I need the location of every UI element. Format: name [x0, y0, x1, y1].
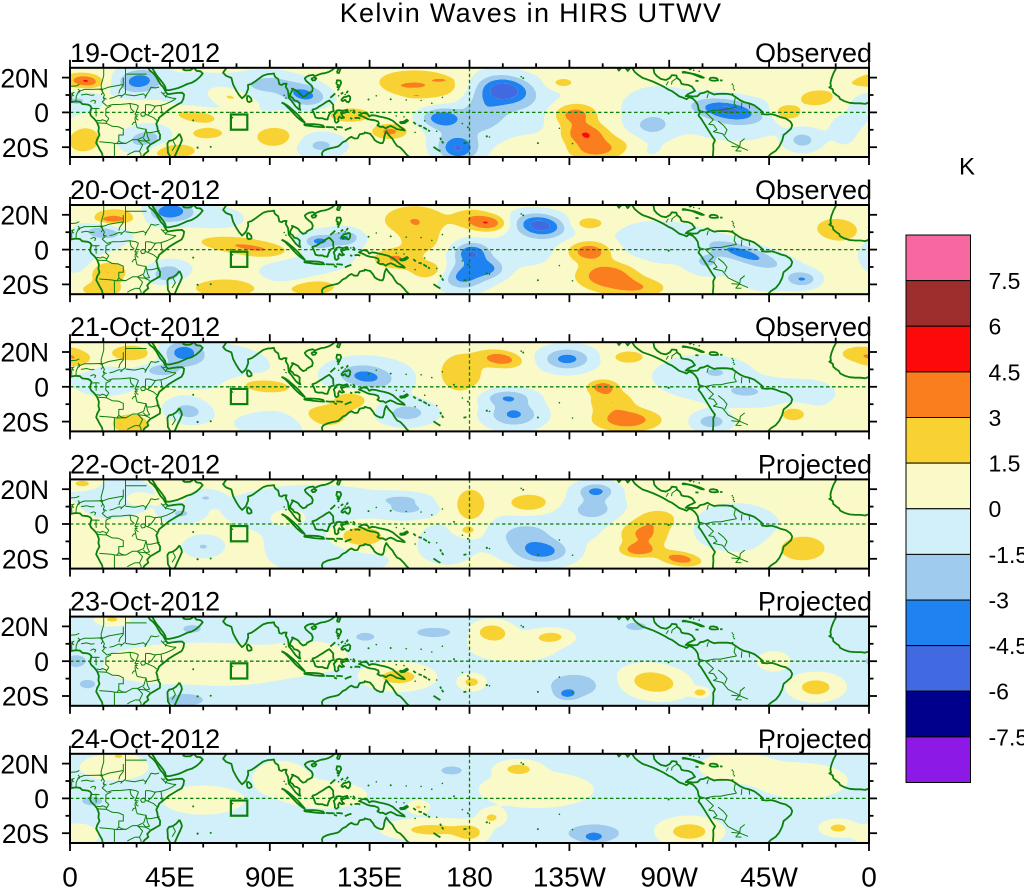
svg-text:20N: 20N	[0, 63, 49, 93]
svg-text:20S: 20S	[2, 545, 49, 575]
svg-text:-6: -6	[989, 679, 1009, 705]
svg-text:0: 0	[34, 647, 49, 677]
svg-text:K: K	[959, 154, 975, 181]
svg-text:Projected: Projected	[758, 724, 872, 754]
svg-text:180: 180	[446, 862, 493, 888]
svg-text:0: 0	[861, 862, 877, 888]
svg-text:-3: -3	[989, 587, 1009, 613]
svg-text:7.5: 7.5	[989, 268, 1021, 294]
svg-text:19-Oct-2012: 19-Oct-2012	[70, 38, 220, 68]
svg-text:20N: 20N	[0, 201, 49, 231]
svg-text:20-Oct-2012: 20-Oct-2012	[70, 175, 220, 205]
svg-text:Observed: Observed	[755, 38, 872, 68]
svg-text:4.5: 4.5	[989, 359, 1021, 385]
svg-text:0: 0	[34, 98, 49, 128]
svg-text:Observed: Observed	[755, 312, 872, 342]
svg-text:20S: 20S	[2, 407, 49, 437]
svg-text:-7.5: -7.5	[989, 724, 1024, 750]
svg-text:45E: 45E	[145, 862, 195, 888]
svg-text:135W: 135W	[533, 862, 607, 888]
svg-text:6: 6	[989, 314, 1002, 340]
svg-text:20S: 20S	[2, 682, 49, 712]
svg-text:0: 0	[34, 510, 49, 540]
svg-text:20S: 20S	[2, 270, 49, 300]
svg-text:90E: 90E	[245, 862, 295, 888]
svg-text:0: 0	[62, 862, 78, 888]
svg-text:Projected: Projected	[758, 449, 872, 479]
svg-text:1.5: 1.5	[989, 451, 1021, 477]
svg-text:23-Oct-2012: 23-Oct-2012	[70, 587, 220, 617]
svg-text:-1.5: -1.5	[989, 542, 1024, 568]
svg-text:20N: 20N	[0, 749, 49, 779]
svg-text:0: 0	[34, 784, 49, 814]
svg-text:0: 0	[989, 496, 1002, 522]
svg-text:Projected: Projected	[758, 587, 872, 617]
svg-text:3: 3	[989, 405, 1002, 431]
svg-text:90W: 90W	[640, 862, 698, 888]
svg-text:0: 0	[34, 373, 49, 403]
svg-text:135E: 135E	[337, 862, 402, 888]
svg-text:Observed: Observed	[755, 175, 872, 205]
svg-text:22-Oct-2012: 22-Oct-2012	[70, 449, 220, 479]
svg-text:20S: 20S	[2, 133, 49, 163]
svg-text:Kelvin Waves in HIRS UTWV: Kelvin Waves in HIRS UTWV	[340, 0, 723, 28]
svg-text:21-Oct-2012: 21-Oct-2012	[70, 312, 220, 342]
svg-text:20N: 20N	[0, 475, 49, 505]
svg-text:24-Oct-2012: 24-Oct-2012	[70, 724, 220, 754]
svg-text:-4.5: -4.5	[989, 633, 1024, 659]
svg-text:20N: 20N	[0, 338, 49, 368]
svg-text:0: 0	[34, 235, 49, 265]
svg-text:45W: 45W	[740, 862, 798, 888]
svg-text:20S: 20S	[2, 819, 49, 849]
svg-text:20N: 20N	[0, 612, 49, 642]
